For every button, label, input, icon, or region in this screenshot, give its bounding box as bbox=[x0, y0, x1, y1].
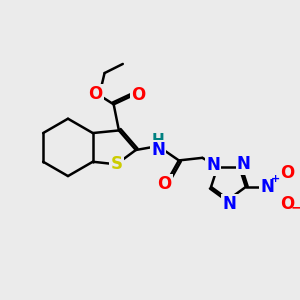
Text: +: + bbox=[271, 174, 280, 184]
Text: O: O bbox=[88, 85, 103, 103]
Text: O: O bbox=[280, 195, 294, 213]
Text: O: O bbox=[158, 175, 172, 193]
Text: O: O bbox=[280, 164, 294, 181]
Text: N: N bbox=[206, 156, 220, 174]
Text: N: N bbox=[223, 195, 237, 213]
Text: N: N bbox=[151, 141, 165, 159]
Text: N: N bbox=[260, 178, 274, 196]
Text: N: N bbox=[237, 155, 251, 173]
Text: H: H bbox=[152, 133, 164, 148]
Text: −: − bbox=[290, 200, 300, 214]
Text: O: O bbox=[131, 86, 146, 104]
Text: S: S bbox=[110, 155, 122, 173]
